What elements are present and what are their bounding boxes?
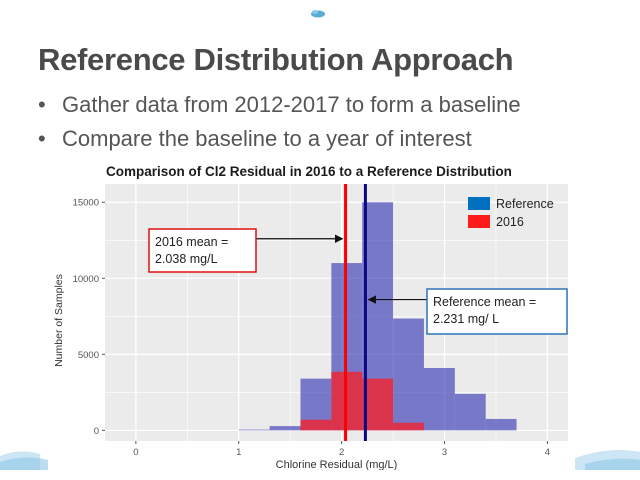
x-tick-label: 1 [236,447,241,458]
legend-swatch-reference [468,197,490,210]
bullet-dot: • [38,126,46,151]
x-tick-label: 4 [545,447,550,458]
bar-reference [454,393,486,431]
bullet-text: Compare the baseline to a year of intere… [62,126,472,151]
y-tick-label: 0 [94,426,99,437]
x-tick-label: 3 [442,447,447,458]
bullet-item: • Compare the baseline to a year of inter… [38,122,521,156]
callout-reference-text: 2.231 mg/ L [433,312,499,326]
bar-reference [238,429,270,431]
bar-2016 [393,422,424,431]
bar-2016 [362,378,394,431]
x-axis-label: Chlorine Residual (mg/L) [276,459,398,471]
bullet-item: • Gather data from 2012-2017 to form a ba… [38,88,521,122]
y-tick-label: 15000 [73,198,99,209]
chart-title: Comparison of Cl2 Residual in 2016 to a … [106,164,512,179]
bar-reference [393,318,424,431]
callout-reference-mean [426,288,568,335]
logo-icon [311,10,325,18]
callout-2016-text: 2.038 mg/L [155,252,218,266]
bullet-text: Gather data from 2012-2017 to form a bas… [62,92,521,117]
y-tick-label: 10000 [73,274,99,285]
legend-label-2016: 2016 [496,215,524,229]
callout-2016-mean [148,228,257,273]
bar-2016 [300,419,332,431]
decorative-wave [0,450,640,480]
x-tick-label: 0 [133,447,138,458]
legend-swatch-2016 [468,215,490,228]
bar-reference [269,426,301,431]
legend-label-reference: Reference [496,197,554,211]
y-axis-label: Number of Samples [53,274,65,367]
slide-title: Reference Distribution Approach [38,42,514,77]
bullet-dot: • [38,92,46,117]
callout-reference-text: Reference mean = [433,295,536,309]
bullet-list: • Gather data from 2012-2017 to form a ba… [38,88,521,156]
y-tick-label: 5000 [78,350,99,361]
x-tick-label: 2 [339,447,344,458]
callout-2016-text: 2016 mean = [155,235,228,249]
bar-reference [423,368,455,431]
bar-reference [485,418,517,431]
